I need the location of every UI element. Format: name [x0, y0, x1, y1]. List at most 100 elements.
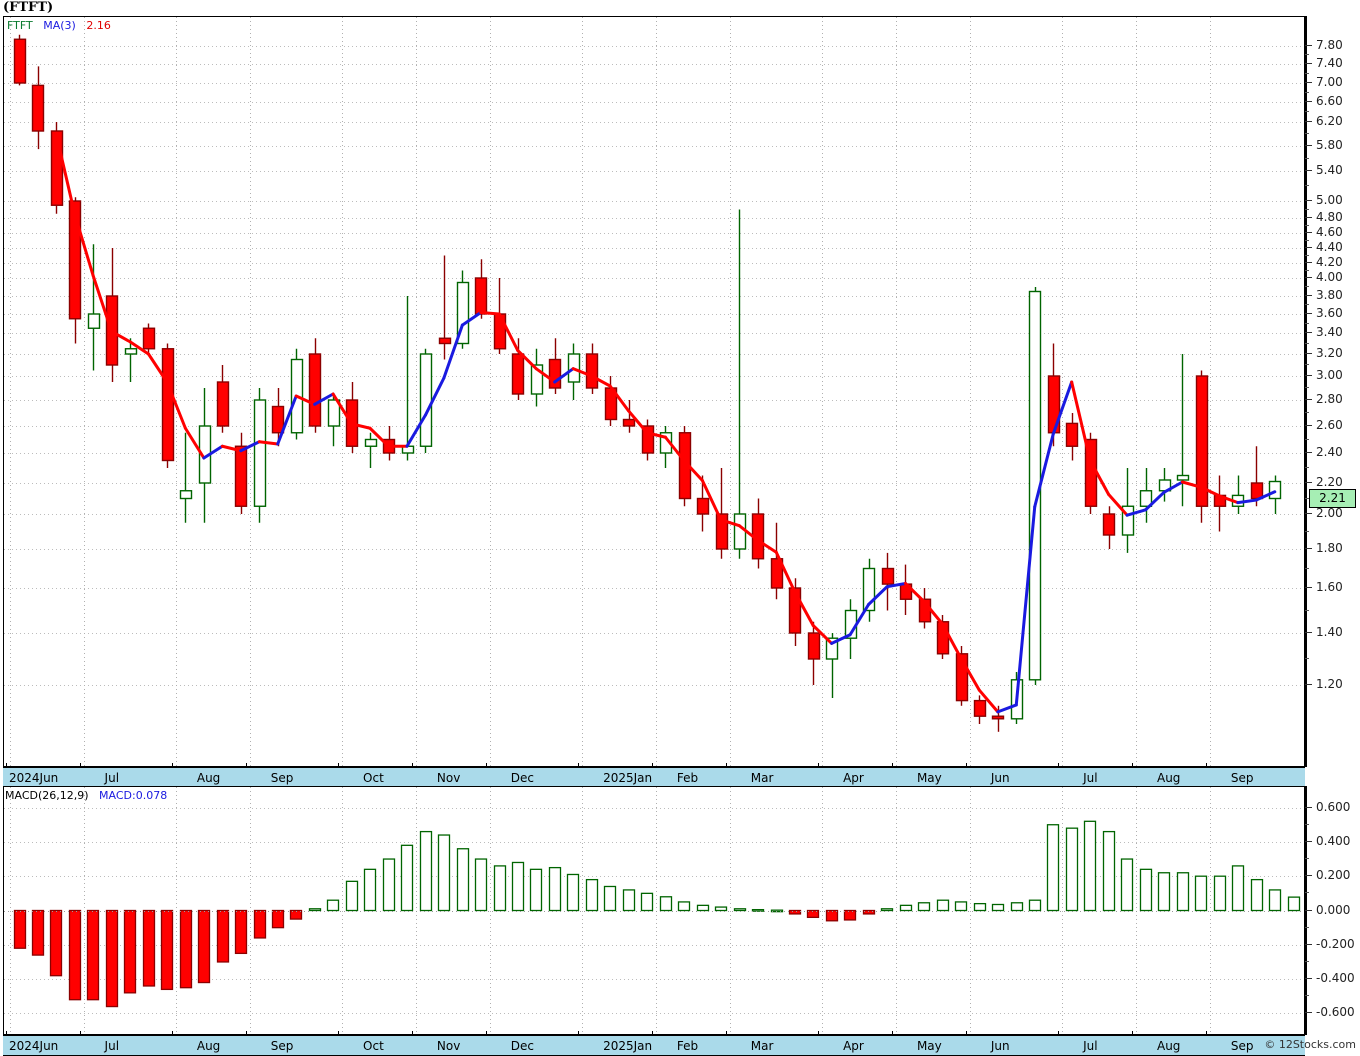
candle-body [1065, 422, 1079, 447]
ma3-segment [608, 384, 631, 413]
macd-histogram-bar [1213, 875, 1227, 912]
price-axis-tick [1305, 332, 1312, 333]
macd-histogram-bar [456, 848, 470, 912]
macd-x-axis-label: Sep [1230, 1039, 1254, 1053]
price-x-axis-tick [1206, 763, 1208, 768]
macd-x-axis-tick [578, 1031, 580, 1036]
price-axis-minor-tick [1305, 286, 1309, 287]
ma3-segment [737, 524, 760, 542]
price-axis-minor-tick [1305, 224, 1309, 226]
candle-body [308, 353, 322, 427]
macd-histogram-bar [31, 909, 45, 956]
ma3-segment [571, 367, 594, 378]
macd-histogram-bar [1157, 872, 1171, 912]
candle-body [973, 699, 987, 717]
price-axis-tick-label: 1.40 [1316, 625, 1343, 639]
macd-x-axis-tick [818, 1031, 820, 1036]
price-axis-tick-label: 3.20 [1316, 346, 1343, 360]
legend-ma-label: MA(3) [43, 19, 76, 32]
copyright-footer: © 12Stocks.com [1264, 1038, 1356, 1051]
candlestick [715, 468, 729, 559]
price-axis-tick [1305, 63, 1312, 64]
candle-body [493, 313, 507, 350]
macd-x-axis-label: Mar [750, 1039, 774, 1053]
macd-histogram-bar [105, 909, 119, 1008]
macd-axis-minor-tick [1305, 960, 1309, 962]
ma3-segment [663, 435, 686, 462]
price-axis-tick-label: 5.00 [1316, 193, 1343, 207]
candlestick [161, 343, 175, 468]
price-axis-tick [1305, 399, 1312, 400]
price-axis-tick [1305, 375, 1312, 376]
macd-histogram-bar [991, 903, 1005, 912]
macd-histogram-bar [714, 906, 728, 912]
price-x-axis-label: Jul [1083, 771, 1098, 785]
price-axis-line [1305, 16, 1307, 767]
candle-body [807, 632, 821, 660]
candle-body [548, 358, 562, 389]
candle-body [124, 348, 138, 355]
price-axis-minor-tick [1305, 239, 1309, 241]
price-x-axis-label: Jun [990, 771, 1010, 785]
price-axis-tick [1305, 295, 1312, 296]
macd-histogram-bar [788, 909, 802, 915]
macd-x-axis-label: Apr [843, 1039, 864, 1053]
macd-x-axis-tick [726, 1031, 728, 1036]
price-x-axis-label: Aug [196, 771, 221, 785]
macd-axis-tick [1305, 840, 1312, 842]
ma3-segment [867, 585, 889, 606]
macd-histogram-bar [271, 909, 285, 929]
ma3-segment [460, 311, 483, 327]
candle-body [788, 587, 802, 634]
ma3-segment [1014, 505, 1037, 707]
macd-x-axis-tick [892, 1031, 894, 1036]
macd-x-axis-label: Oct [363, 1039, 384, 1053]
price-axis-minor-tick [1305, 254, 1309, 256]
macd-x-axis-tick [246, 1031, 248, 1036]
ma3-segment [350, 422, 372, 430]
candle-body [1139, 490, 1153, 507]
candle-body [456, 281, 470, 345]
price-axis-tick [1305, 217, 1312, 218]
macd-histogram-bar [68, 909, 82, 1001]
price-x-axis-band: 2024Jun Jul Aug Sep Oct Nov Dec 2025Jan Feb Mar Ap… [3, 763, 1305, 788]
candlestick [659, 426, 673, 468]
price-axis-minor-tick [1305, 364, 1309, 365]
ma3-segment [1254, 490, 1277, 502]
macd-y-axis: 0.600 0.400 0.200 0.000 -0.200 -0.400 -0.600 [1305, 786, 1360, 1035]
candle-body [271, 405, 285, 434]
macd-axis-tick [1305, 943, 1312, 945]
ma3-segment [220, 444, 243, 453]
candle-body [715, 513, 729, 550]
ma3-segment [497, 312, 520, 352]
macd-histogram-bar [363, 868, 377, 912]
macd-histogram-bar [917, 902, 931, 912]
candle-body [142, 327, 156, 350]
macd-x-axis-label: Jul [1083, 1039, 1098, 1053]
macd-x-axis-tick [172, 1031, 174, 1036]
macd-histogram-bar [493, 865, 507, 912]
macd-histogram-bar [806, 909, 820, 919]
price-x-axis-tick [818, 763, 820, 768]
macd-histogram-bar [179, 909, 193, 989]
ma3-segment [1107, 492, 1129, 517]
macd-histogram-bar [1176, 872, 1190, 912]
legend-symbol: FTFT [7, 19, 33, 32]
price-axis-minor-tick [1305, 111, 1309, 112]
macd-histogram-bar [216, 909, 230, 963]
price-axis-minor-tick [1305, 467, 1309, 468]
price-x-axis-tick [412, 763, 414, 768]
macd-axis-minor-tick [1305, 892, 1309, 894]
price-axis-tick [1305, 425, 1312, 426]
macd-histogram-bar [326, 899, 340, 912]
candlestick [530, 348, 544, 407]
macd-axis-tick [1305, 875, 1312, 877]
candlestick [622, 400, 636, 433]
macd-x-axis-label: Jun [990, 1039, 1010, 1053]
price-axis-tick-label: 2.60 [1316, 418, 1343, 432]
ma3-segment [1236, 498, 1258, 505]
ma3-segment [977, 688, 1000, 714]
macd-histogram-bar [1268, 889, 1282, 912]
macd-histogram-bar [49, 909, 63, 977]
macd-histogram-bar [419, 830, 433, 912]
